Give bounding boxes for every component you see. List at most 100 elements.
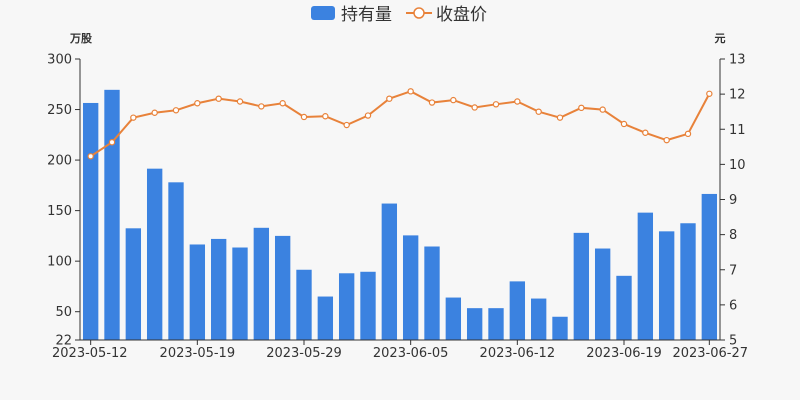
x-axis-ticks: 2023-05-12 2023-05-19 2023-05-29 2023-06-05… [52,340,748,361]
right-tick-label: 5 [729,334,737,349]
close-price-point [706,90,713,97]
close-price-point [642,129,649,136]
legend-item-holdings[interactable]: 持有量 [311,5,392,25]
close-price-point [151,109,158,116]
left-axis-unit: 万股 [69,32,93,45]
close-price-point [236,98,244,105]
right-tick-label: 12 [729,88,746,103]
holding-bar [530,298,547,340]
holding-bar [274,235,291,340]
close-price-point [684,130,692,138]
close-price-point [194,100,201,107]
close-price-point [172,107,180,114]
holding-bar [360,271,376,340]
x-tick-label: 2023-06-05 [373,346,449,361]
holding-bar [402,235,419,340]
right-tick-label: 13 [729,53,746,68]
close-price-point [514,98,521,105]
legend-label-holdings: 持有量 [341,5,392,25]
holding-bar [317,296,334,340]
close-price-point [492,101,500,108]
left-tick-label: 100 [47,255,72,270]
holding-bar [573,232,590,340]
close-price-point [258,103,265,110]
close-price-point [599,106,606,113]
left-tick-label: 250 [47,103,72,118]
left-axis-ticks: 22 50 100 150 200 250 300 [47,53,80,349]
holding-bar [680,223,696,340]
holding-bar [189,244,206,340]
axes [79,59,721,341]
holding-bar [82,102,99,340]
legend-item-close-price[interactable]: 收盘价 [406,5,487,25]
close-price-point [87,153,94,160]
holding-bar [210,238,227,340]
holding-bar [701,193,718,340]
close-price-point [450,96,457,104]
close-price-point [620,120,628,128]
x-tick-label: 2023-06-12 [480,346,556,361]
x-tick-label: 2023-05-19 [160,346,236,361]
holding-bar [424,246,440,340]
holding-bar [338,273,355,340]
right-tick-label: 8 [729,228,737,243]
close-price-point [322,113,329,120]
close-price-point [279,100,286,107]
holding-bar [658,231,675,340]
close-price-point [108,139,116,146]
x-tick-label: 2023-06-27 [672,346,748,361]
legend-line-marker [413,7,425,19]
close-price-point [343,121,350,129]
holding-bar [594,248,611,340]
holding-bar [552,316,568,340]
holding-bar [296,269,312,340]
close-price-point [471,104,478,111]
holding-bar [168,182,184,340]
right-tick-label: 7 [729,263,737,278]
left-tick-label: 50 [55,305,72,320]
close-price-series [87,88,713,160]
holding-bar [125,228,142,340]
left-tick-label: 300 [47,53,72,68]
holding-bar [488,308,504,340]
x-tick-label: 2023-06-19 [586,346,662,361]
close-price-point [556,114,564,121]
close-price-point [535,108,542,115]
close-price-point [364,112,372,119]
close-price-point [578,104,585,112]
holding-bar [466,308,483,340]
legend-label-close-price: 收盘价 [436,5,487,25]
holding-bar [445,297,462,340]
right-tick-label: 11 [729,123,746,138]
right-axis-ticks: 5 6 7 8 9 10 11 12 13 [720,53,746,349]
x-tick-label: 2023-05-12 [52,346,128,361]
right-tick-label: 10 [729,158,746,173]
left-tick-label: 22 [55,334,72,349]
holding-bar [381,203,398,340]
close-price-point [386,95,393,102]
close-price-line [90,90,711,158]
legend[interactable]: 持有量 收盘价 [311,5,487,25]
holding-bar [104,89,120,341]
right-tick-label: 6 [729,298,737,313]
close-price-point [663,136,670,144]
legend-bar-swatch [311,6,335,20]
holding-bar [637,212,654,340]
close-price-point [215,95,222,102]
holding-bar [509,281,526,340]
right-axis-unit: 元 [715,32,726,45]
holding-bar [146,168,163,340]
close-price-point [300,113,308,121]
close-price-point [407,88,414,95]
x-tick-label: 2023-05-29 [266,346,342,361]
holding-bar [253,227,270,340]
close-price-point [130,114,137,121]
holding-bar [616,275,632,340]
close-price-point [428,99,436,106]
holdings-bars [82,89,718,341]
left-tick-label: 150 [47,204,72,219]
holding-bar [232,247,248,340]
left-tick-label: 200 [47,154,72,169]
right-tick-label: 9 [729,193,737,208]
